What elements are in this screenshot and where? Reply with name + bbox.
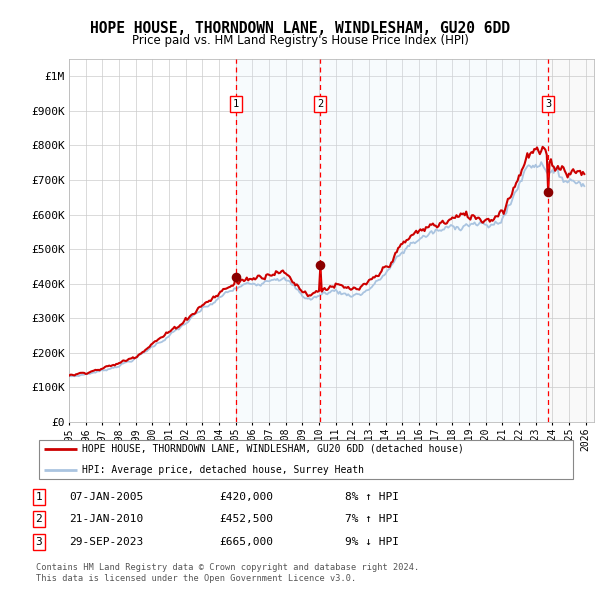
Bar [320,59,548,422]
Bar [236,59,320,422]
Point [544,188,553,197]
Point [315,261,325,270]
Text: 8% ↑ HPI: 8% ↑ HPI [345,492,399,502]
Text: 07-JAN-2005: 07-JAN-2005 [69,492,143,502]
Text: HOPE HOUSE, THORNDOWN LANE, WINDLESHAM, GU20 6DD: HOPE HOUSE, THORNDOWN LANE, WINDLESHAM, … [90,21,510,35]
Text: Contains HM Land Registry data © Crown copyright and database right 2024.: Contains HM Land Registry data © Crown c… [36,563,419,572]
Text: HOPE HOUSE, THORNDOWN LANE, WINDLESHAM, GU20 6DD (detached house): HOPE HOUSE, THORNDOWN LANE, WINDLESHAM, … [82,444,464,454]
Bar [548,59,594,422]
Bar [548,59,594,422]
Text: 21-JAN-2010: 21-JAN-2010 [69,514,143,524]
Text: £665,000: £665,000 [219,537,273,546]
Text: 2: 2 [35,514,43,524]
Text: 1: 1 [35,492,43,502]
Text: £452,500: £452,500 [219,514,273,524]
Text: HPI: Average price, detached house, Surrey Heath: HPI: Average price, detached house, Surr… [82,466,364,475]
Text: 2: 2 [317,99,323,109]
Text: 9% ↓ HPI: 9% ↓ HPI [345,537,399,546]
Text: This data is licensed under the Open Government Licence v3.0.: This data is licensed under the Open Gov… [36,574,356,583]
FancyBboxPatch shape [39,441,574,478]
Text: 29-SEP-2023: 29-SEP-2023 [69,537,143,546]
Text: 3: 3 [35,537,43,546]
Text: 1: 1 [233,99,239,109]
Text: 7% ↑ HPI: 7% ↑ HPI [345,514,399,524]
Text: £420,000: £420,000 [219,492,273,502]
Point [232,272,241,281]
Text: Price paid vs. HM Land Registry's House Price Index (HPI): Price paid vs. HM Land Registry's House … [131,34,469,47]
Text: 3: 3 [545,99,551,109]
